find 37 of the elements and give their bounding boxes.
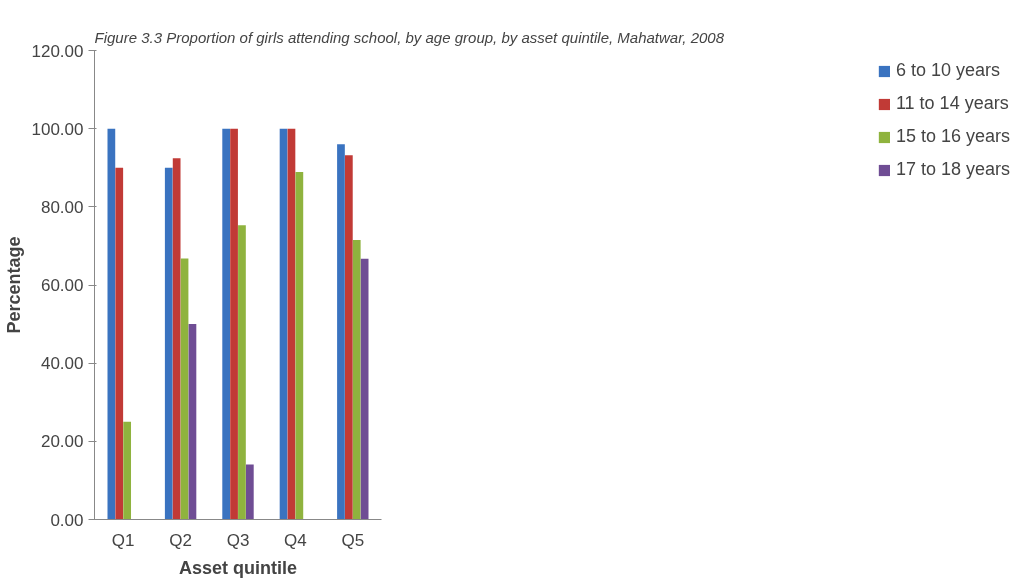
legend-label: 11 to 14 years — [895, 93, 1009, 114]
bar — [279, 128, 288, 520]
bar — [222, 128, 231, 520]
y-tick-label: 80.00 — [40, 197, 84, 217]
bar — [344, 155, 353, 520]
bar — [352, 240, 361, 520]
x-tick-label: Q3 — [226, 530, 250, 550]
y-tick-label: 60.00 — [40, 276, 84, 295]
bar — [123, 421, 132, 520]
y-tick-label: 120.00 — [31, 41, 84, 61]
bar — [287, 128, 296, 520]
y-tick-label: 0.00 — [50, 510, 84, 530]
bar — [115, 167, 124, 520]
bar — [164, 167, 173, 520]
legend-label: 17 to 18 years — [895, 159, 1010, 180]
y-tick-label: 20.00 — [40, 432, 84, 452]
x-tick-label: Q1 — [111, 530, 135, 550]
bar — [230, 128, 238, 520]
legend-label: 6 to 10 years — [895, 60, 1000, 81]
y-tick-label: 100.00 — [31, 119, 84, 139]
bar — [245, 464, 254, 520]
x-tick-label: Q2 — [169, 530, 192, 550]
bar — [188, 324, 197, 520]
bar — [172, 158, 181, 520]
bar — [180, 258, 189, 520]
bar — [238, 225, 246, 520]
x-tick-label: Q4 — [284, 530, 307, 550]
bar — [360, 258, 369, 520]
bar — [295, 172, 304, 520]
x-axis-title: Asset quintile — [178, 557, 298, 578]
legend-label: 15 to 16 years — [895, 126, 1010, 147]
bar — [337, 144, 345, 520]
y-tick-label: 40.00 — [40, 354, 84, 374]
x-tick-label: Q5 — [341, 530, 365, 550]
chart-title: Figure 3.3 Proportion of girls attending school, by age group, by asset quintile, Mahatwar, 2008 — [94, 28, 725, 46]
bar — [107, 128, 116, 520]
y-axis-title: Percentage — [3, 236, 24, 334]
